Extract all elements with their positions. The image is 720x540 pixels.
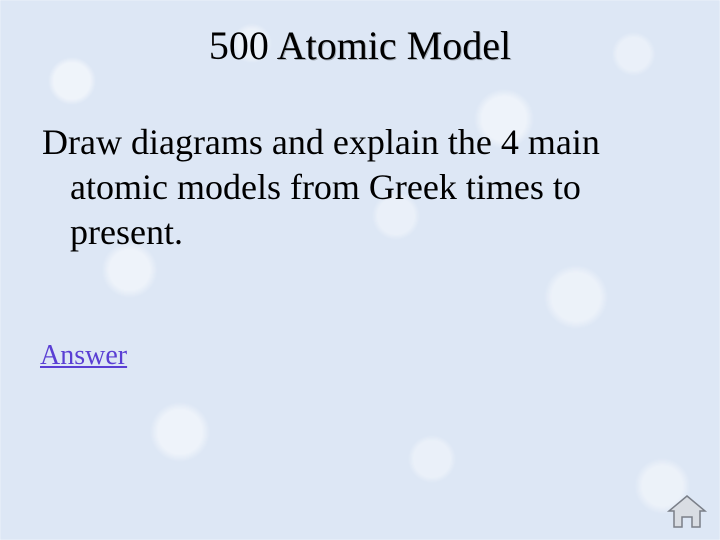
home-icon <box>666 494 708 530</box>
answer-link[interactable]: Answer <box>40 340 127 372</box>
question-text: Draw diagrams and explain the 4 main ato… <box>30 120 660 255</box>
home-icon-shape <box>669 496 705 527</box>
slide-content: 500 Atomic Model Draw diagrams and expla… <box>0 0 720 540</box>
title-points: 500 <box>209 23 269 68</box>
slide-title: 500 Atomic Model <box>0 24 720 68</box>
home-button[interactable] <box>666 494 708 530</box>
title-topic: Atomic Model <box>277 23 511 68</box>
